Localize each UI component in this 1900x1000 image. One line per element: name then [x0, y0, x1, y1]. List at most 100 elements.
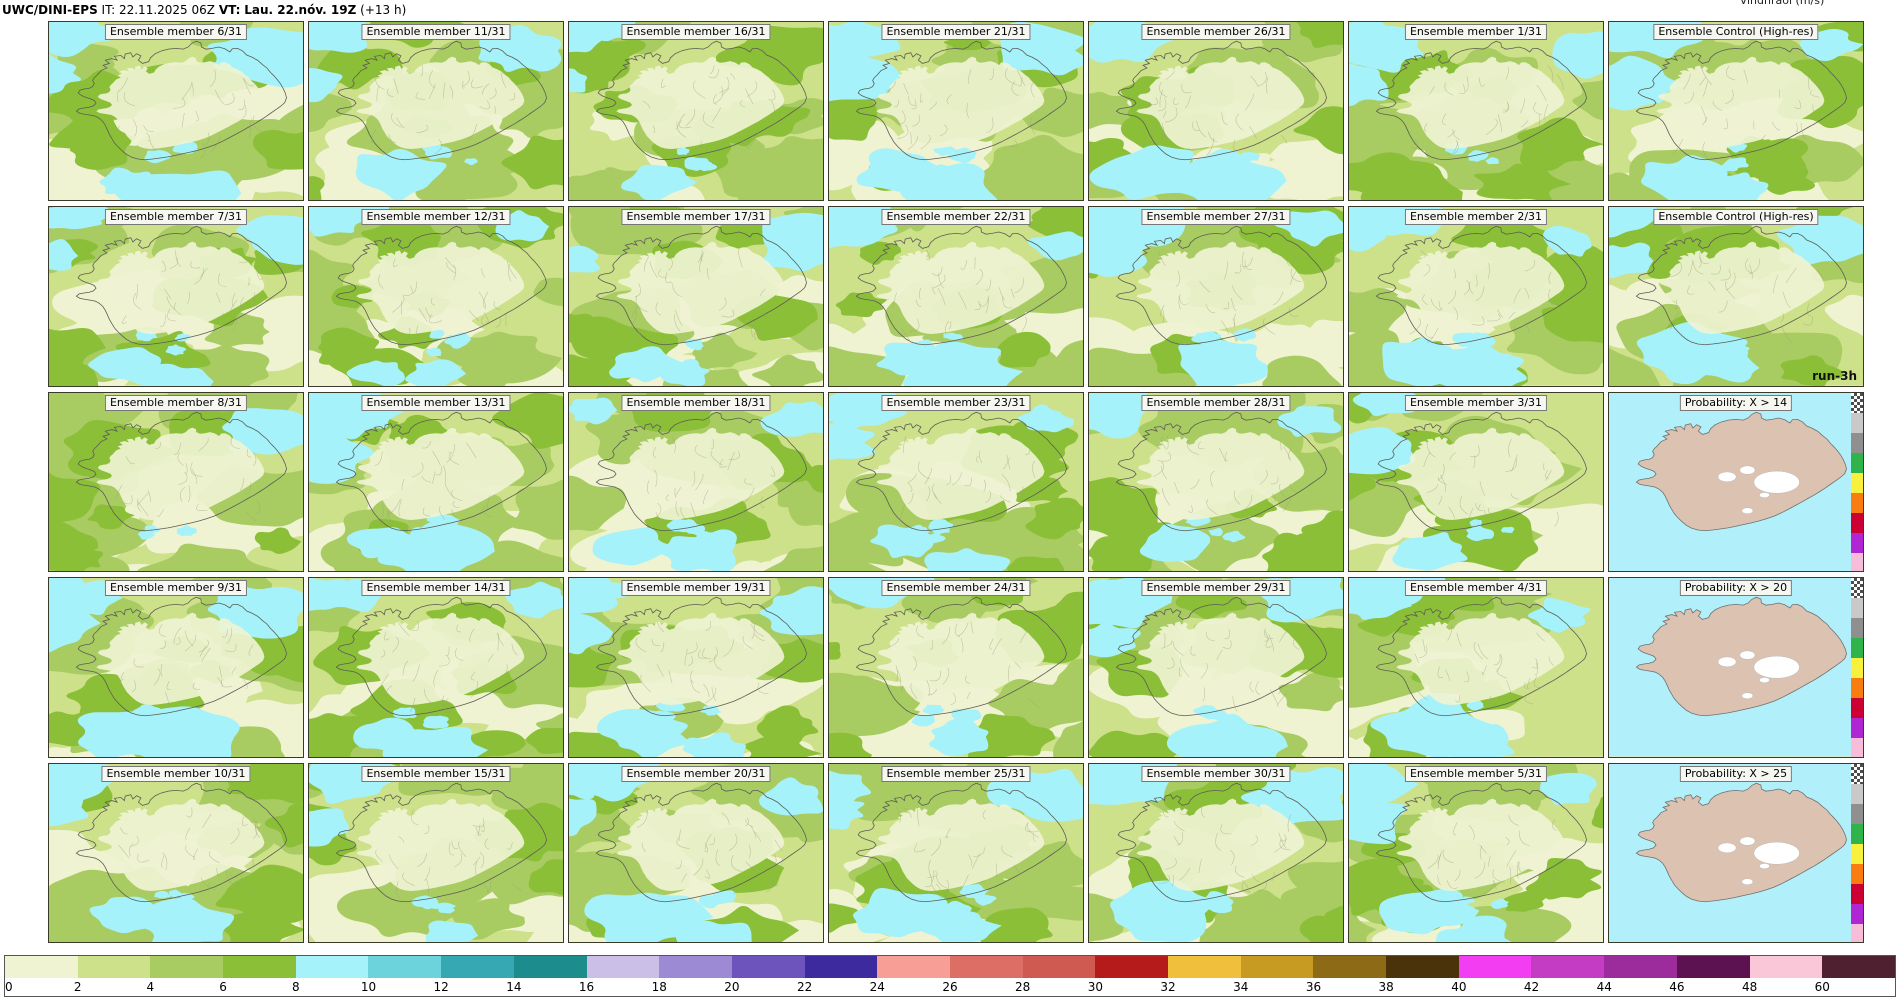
ensemble-member-panel[interactable]: Ensemble member 27/31	[1088, 206, 1344, 387]
colorbar-swatch	[1604, 956, 1677, 978]
wind-field-map	[569, 207, 823, 386]
panel-title-label: Ensemble member 30/31	[1141, 765, 1291, 782]
ensemble-member-panel[interactable]: Ensemble member 21/31	[828, 21, 1084, 202]
wind-field-map	[309, 763, 563, 942]
ensemble-member-panel[interactable]: Ensemble member 23/31	[828, 391, 1084, 573]
probability-legend-swatch: 90	[1851, 698, 1863, 719]
ensemble-member-panel[interactable]: Ensemble member 13/31	[308, 391, 564, 573]
ensemble-member-panel[interactable]: Ensemble member 29/31	[1088, 577, 1344, 758]
ensemble-member-panel[interactable]: Ensemble member 17/31	[568, 206, 824, 387]
wind-field-map	[1089, 763, 1343, 942]
colorbar-swatch	[223, 956, 296, 978]
probability-legend-swatch: 0	[1851, 578, 1863, 599]
colorbar-swatch	[1095, 956, 1168, 978]
wind-field-map	[1089, 207, 1343, 386]
ensemble-member-panel[interactable]: Ensemble member 9/31	[48, 577, 304, 758]
colorbar-swatch	[1386, 956, 1459, 978]
wind-field-map	[309, 578, 563, 757]
probability-legend-swatch: 0	[1851, 392, 1863, 413]
panel-title-label: Ensemble member 18/31	[621, 394, 771, 411]
probability-legend-swatch: 10	[1851, 803, 1863, 824]
panel-title-label: Ensemble member 11/31	[361, 24, 511, 40]
ensemble-member-panel[interactable]: Ensemble member 16/31	[568, 21, 824, 202]
probability-legend-swatch: 75	[1851, 492, 1863, 513]
wind-field-map	[829, 392, 1083, 572]
wind-field-map	[829, 763, 1083, 942]
probability-legend-swatch: 10	[1851, 618, 1863, 639]
ensemble-member-panel[interactable]: Ensemble member 30/31	[1088, 762, 1344, 943]
ensemble-member-panel[interactable]: Ensemble member 18/31	[568, 391, 824, 573]
wind-field-map	[309, 22, 563, 201]
probability-panel[interactable]: 0510255075909599 Probability: X > 20	[1608, 577, 1864, 758]
ensemble-member-panel[interactable]: Ensemble member 24/31	[828, 577, 1084, 758]
ensemble-member-panel[interactable]: Ensemble member 20/31	[568, 762, 824, 943]
probability-legend-swatch: 99	[1851, 738, 1863, 757]
panel-title-label: Ensemble member 19/31	[621, 580, 771, 597]
probability-panel[interactable]: 0510255075909599 Probability: X > 14	[1608, 391, 1864, 573]
colorbar-swatch	[1168, 956, 1241, 978]
probability-legend-swatch: 99	[1851, 923, 1863, 942]
colorbar-tick: 6	[219, 980, 227, 994]
colorbar-swatch	[1531, 956, 1605, 978]
colorbar-swatch	[804, 956, 878, 978]
ensemble-member-panel[interactable]: Ensemble member 7/31	[48, 206, 304, 387]
wind-field-map	[1349, 578, 1603, 757]
probability-legend-swatch: 25	[1851, 452, 1863, 473]
colorbar-swatch	[295, 956, 369, 978]
probability-legend-swatch: 10	[1851, 432, 1863, 453]
probability-legend-swatch: 95	[1851, 903, 1863, 924]
panel-title-label: Ensemble member 28/31	[1141, 394, 1291, 411]
probability-panel[interactable]: 0510255075909599 Probability: X > 25	[1608, 762, 1864, 943]
ensemble-member-panel[interactable]: Ensemble member 1/31	[1348, 21, 1604, 202]
wind-field-map	[49, 392, 303, 572]
ensemble-member-panel[interactable]: Ensemble member 5/31	[1348, 762, 1604, 943]
ensemble-member-panel[interactable]: Ensemble member 2/31	[1348, 206, 1604, 387]
ensemble-member-panel[interactable]: Ensemble member 15/31	[308, 762, 564, 943]
colorbar-tick: 12	[433, 980, 449, 994]
ensemble-member-panel[interactable]: Ensemble member 3/31	[1348, 391, 1604, 573]
probability-legend-swatch: 50	[1851, 472, 1863, 493]
wind-field-map	[829, 22, 1083, 201]
ensemble-member-panel[interactable]: Ensemble member 10/31	[48, 762, 304, 943]
wind-field-map	[49, 578, 303, 757]
ensemble-member-panel[interactable]: Ensemble member 11/31	[308, 21, 564, 202]
panel-title-label: Ensemble member 29/31	[1141, 580, 1291, 597]
colorbar-swatch	[1822, 956, 1895, 978]
probability-legend-swatch: 25	[1851, 823, 1863, 844]
ensemble-member-panel[interactable]: Ensemble member 22/31	[828, 206, 1084, 387]
ensemble-member-panel[interactable]: Ensemble member 19/31	[568, 577, 824, 758]
panel-title-label: Ensemble member 1/31	[1404, 24, 1548, 40]
colorbar-swatch	[5, 956, 78, 978]
ensemble-member-panel[interactable]: Ensemble member 25/31	[828, 762, 1084, 943]
control-panel[interactable]: Ensemble Control (High-res)	[1608, 21, 1864, 202]
ensemble-member-panel[interactable]: Ensemble member 4/31	[1348, 577, 1604, 758]
ensemble-member-panel[interactable]: Ensemble member 14/31	[308, 577, 564, 758]
wind-field-map	[1609, 22, 1863, 201]
colorbar-tick: 26	[942, 980, 958, 994]
ensemble-member-panel[interactable]: Ensemble member 28/31	[1088, 391, 1344, 573]
header-bar: UWC/DINI-EPS IT: 22.11.2025 06Z VT: Lau.…	[0, 0, 1900, 20]
colorbar-swatch	[513, 956, 587, 978]
panel-title-label: Ensemble member 5/31	[1404, 765, 1548, 782]
probability-legend-swatch: 50	[1851, 843, 1863, 864]
colorbar-swatch	[441, 956, 514, 978]
panel-title-label: Ensemble member 7/31	[104, 209, 248, 226]
panel-title-label: Ensemble member 16/31	[621, 24, 771, 40]
ensemble-member-panel[interactable]: Ensemble member 12/31	[308, 206, 564, 387]
colorbar-swatch	[877, 956, 950, 978]
ensemble-member-panel[interactable]: Ensemble member 8/31	[48, 391, 304, 573]
probability-legend-swatch: 25	[1851, 638, 1863, 659]
ensemble-member-panel[interactable]: Ensemble member 6/31	[48, 21, 304, 202]
model-name: UWC/DINI-EPS	[2, 3, 98, 17]
wind-field-map	[1089, 22, 1343, 201]
ensemble-member-panel[interactable]: Ensemble member 26/31	[1088, 21, 1344, 202]
colorbar-tick: 40	[1451, 980, 1467, 994]
panel-title-label: Ensemble member 4/31	[1404, 580, 1548, 597]
probability-legend-swatch: 99	[1851, 552, 1863, 572]
wind-field-map	[829, 207, 1083, 386]
probability-legend-swatch: 5	[1851, 412, 1863, 433]
colorbar-tick: 8	[291, 980, 300, 994]
control-panel[interactable]: Ensemble Control (High-res) run-3h	[1608, 206, 1864, 387]
panel-title-label: Ensemble member 17/31	[621, 209, 771, 226]
probability-legend-swatch: 0	[1851, 763, 1863, 784]
